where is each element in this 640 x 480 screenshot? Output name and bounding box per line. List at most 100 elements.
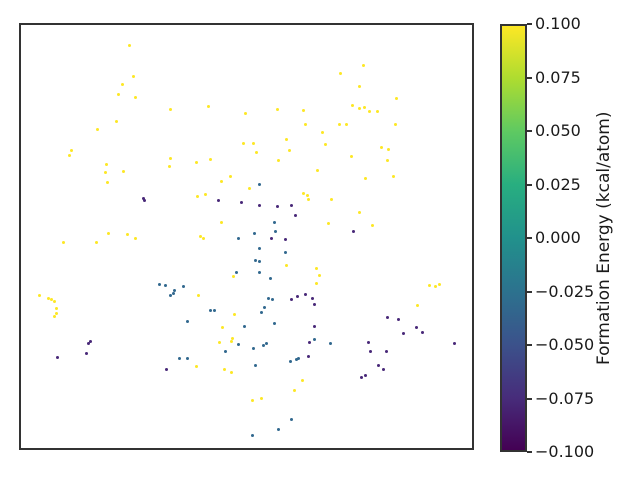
scatter-point — [216, 198, 220, 202]
scatter-point — [253, 363, 257, 367]
scatter-point — [208, 308, 212, 312]
scatter-point — [283, 237, 287, 241]
scatter-point — [220, 325, 224, 329]
scatter-point — [289, 417, 293, 421]
scatter-point — [326, 221, 330, 225]
scatter-point — [54, 311, 58, 315]
scatter-point — [257, 246, 261, 250]
colorbar-tick — [527, 290, 532, 293]
colorbar-gradient — [500, 24, 527, 452]
scatter-point — [250, 398, 254, 402]
scatter-point — [194, 364, 198, 368]
scatter-point — [69, 148, 73, 152]
scatter-point — [55, 355, 59, 359]
scatter-point — [312, 337, 316, 341]
scatter-point — [254, 150, 258, 154]
scatter-point — [46, 296, 50, 300]
scatter-point — [253, 258, 257, 262]
scatter-point — [88, 339, 92, 343]
scatter-point — [242, 324, 246, 328]
scatter-point — [181, 284, 185, 288]
scatter-point — [312, 302, 316, 306]
scatter-point — [357, 210, 361, 214]
scatter-point — [196, 293, 200, 297]
scatter-point — [289, 297, 293, 301]
scatter-point — [401, 331, 405, 335]
scatter-point — [301, 108, 305, 112]
scatter-point — [194, 160, 198, 164]
scatter-point — [172, 288, 176, 292]
colorbar-tick-label: 0.000 — [535, 228, 581, 247]
scatter-point — [366, 340, 370, 344]
scatter-point — [420, 330, 424, 334]
scatter-point — [275, 107, 279, 111]
scatter-point — [270, 297, 274, 301]
scatter-point — [95, 127, 99, 131]
scatter-point — [300, 378, 304, 382]
scatter-point — [49, 297, 53, 301]
scatter-point — [295, 294, 299, 298]
scatter-point — [219, 220, 223, 224]
scatter-point — [437, 282, 441, 286]
colorbar-tick-label: 0.025 — [535, 174, 581, 194]
scatter-point — [452, 341, 456, 345]
scatter-point — [219, 179, 223, 183]
scatter-point — [177, 356, 181, 360]
colorbar-tick — [527, 397, 532, 400]
scatter-point — [307, 340, 311, 344]
scatter-point — [329, 197, 333, 201]
scatter-point — [230, 336, 234, 340]
colorbar-tick-label: −0.025 — [535, 281, 595, 301]
scatter-point — [305, 193, 309, 197]
scatter-point — [234, 270, 238, 274]
scatter-point — [223, 349, 227, 353]
scatter-point — [212, 308, 216, 312]
scatter-point — [315, 168, 319, 172]
scatter-point — [106, 231, 110, 235]
scatter-point — [357, 84, 361, 88]
scatter-point — [103, 170, 107, 174]
scatter-point — [252, 231, 256, 235]
scatter-point — [168, 156, 172, 160]
scatter-point — [84, 351, 88, 355]
scatter-point — [328, 341, 332, 345]
scatter-point — [283, 250, 287, 254]
colorbar-tick-label: 0.075 — [535, 67, 581, 87]
scatter-point — [276, 427, 280, 431]
scatter-point — [167, 164, 171, 168]
scatter-point — [127, 43, 131, 47]
scatter-point — [239, 200, 243, 204]
scatter-point — [257, 259, 261, 263]
scatter-point — [415, 303, 419, 307]
scatter-point — [293, 213, 297, 217]
scatter-point — [393, 122, 397, 126]
scatter-point — [114, 119, 118, 123]
scatter-point — [391, 174, 395, 178]
scatter-point — [414, 325, 418, 329]
scatter-point — [367, 109, 371, 113]
scatter-point — [272, 321, 276, 325]
scatter-point — [185, 319, 189, 323]
scatter-point — [241, 141, 245, 145]
scatter-point — [310, 296, 314, 300]
scatter-point — [257, 203, 261, 207]
colorbar-tick-label: −0.100 — [535, 442, 595, 461]
scatter-point — [294, 357, 298, 361]
colorbar-label: Formation Energy (kcal/atom) — [594, 111, 614, 365]
scatter-point — [284, 137, 288, 141]
scatter-point — [198, 234, 202, 238]
scatter-point — [269, 236, 273, 240]
scatter-point — [379, 145, 383, 149]
scatter-point — [52, 299, 56, 303]
scatter-point — [306, 197, 310, 201]
scatter-point — [104, 162, 108, 166]
scatter-point — [301, 191, 305, 195]
scatter-point — [276, 158, 280, 162]
scatter-point — [257, 182, 261, 186]
scatter-point — [206, 104, 210, 108]
scatter-point — [133, 236, 137, 240]
scatter-point — [251, 346, 255, 350]
scatter-point — [363, 176, 367, 180]
scatter-point — [228, 174, 232, 178]
